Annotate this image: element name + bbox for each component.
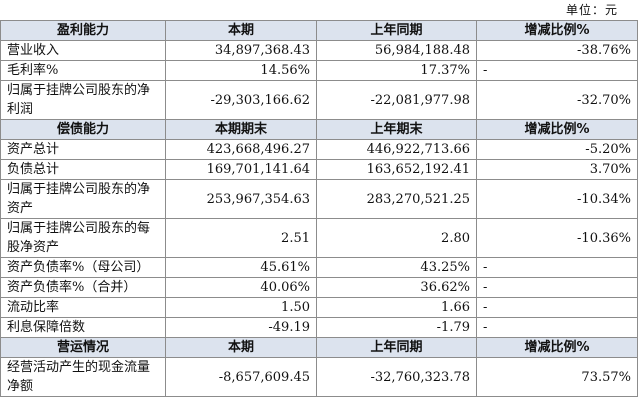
table-row: 资产总计 423,668,496.27 446,922,713.66 -5.20… xyxy=(0,139,638,160)
row-previous: 2.80 xyxy=(316,218,477,258)
table-row: 毛利率% 14.56% 17.37% - xyxy=(0,60,638,81)
row-previous: -32,760,323.78 xyxy=(316,357,477,397)
row-label: 营业收入 xyxy=(0,40,166,61)
row-previous: 17.37% xyxy=(316,60,477,81)
row-label: 资产负债率%（母公司） xyxy=(0,257,166,278)
table-row: 营业收入 34,897,368.43 56,984,188.48 -38.76% xyxy=(0,40,638,61)
row-current: 1.50 xyxy=(165,297,317,318)
header-change: 增减比例% xyxy=(476,119,638,140)
row-change: - xyxy=(476,297,638,318)
table-row: 资产负债率%（母公司） 45.61% 43.25% - xyxy=(0,257,638,278)
row-current: -49.19 xyxy=(165,317,317,338)
row-label: 毛利率% xyxy=(0,60,166,81)
table-row: 归属于挂牌公司股东的净利润 -29,303,166.62 -22,081,977… xyxy=(0,80,638,120)
row-current: 2.51 xyxy=(165,218,317,258)
row-current: 40.06% xyxy=(165,277,317,298)
row-change: 3.70% xyxy=(476,159,638,180)
section-header-solvency: 偿债能力 本期期末 上年期末 增减比例% xyxy=(0,119,638,140)
table-row: 归属于挂牌公司股东的每股净资产 2.51 2.80 -10.36% xyxy=(0,218,638,258)
row-label: 资产负债率%（合并） xyxy=(0,277,166,298)
row-change: -32.70% xyxy=(476,80,638,120)
row-change: - xyxy=(476,317,638,338)
row-label: 资产总计 xyxy=(0,139,166,160)
section-header-operations: 营运情况 本期 上年同期 增减比例% xyxy=(0,337,638,358)
row-current: 45.61% xyxy=(165,257,317,278)
header-previous: 上年同期 xyxy=(316,337,477,358)
unit-label: 单位：元 xyxy=(565,3,618,17)
row-label: 归属于挂牌公司股东的每股净资产 xyxy=(0,218,166,258)
header-category: 营运情况 xyxy=(0,337,166,358)
row-previous: 1.66 xyxy=(316,297,477,318)
row-previous: 56,984,188.48 xyxy=(316,40,477,61)
row-change: -10.34% xyxy=(476,179,638,219)
header-change: 增减比例% xyxy=(476,337,638,358)
header-previous: 上年期末 xyxy=(316,119,477,140)
table-row: 经营活动产生的现金流量净额 -8,657,609.45 -32,760,323.… xyxy=(0,357,638,397)
row-current: 169,701,141.64 xyxy=(165,159,317,180)
row-previous: -22,081,977.98 xyxy=(316,80,477,120)
table-row: 负债总计 169,701,141.64 163,652,192.41 3.70% xyxy=(0,159,638,180)
row-previous: 163,652,192.41 xyxy=(316,159,477,180)
row-change: -38.76% xyxy=(476,40,638,61)
section-header-profitability: 盈利能力 本期 上年同期 增减比例% xyxy=(0,20,638,41)
row-change: -10.36% xyxy=(476,218,638,258)
header-current: 本期 xyxy=(165,20,317,41)
row-label: 流动比率 xyxy=(0,297,166,318)
row-previous: -1.79 xyxy=(316,317,477,338)
row-current: -29,303,166.62 xyxy=(165,80,317,120)
row-label: 利息保障倍数 xyxy=(0,317,166,338)
row-change: - xyxy=(476,60,638,81)
table-row: 流动比率 1.50 1.66 - xyxy=(0,297,638,318)
row-label: 归属于挂牌公司股东的净利润 xyxy=(0,80,166,120)
table-row: 归属于挂牌公司股东的净资产 253,967,354.63 283,270,521… xyxy=(0,179,638,219)
header-change: 增减比例% xyxy=(476,20,638,41)
row-label: 经营活动产生的现金流量净额 xyxy=(0,357,166,397)
financial-table: 盈利能力 本期 上年同期 增减比例% 营业收入 34,897,368.43 56… xyxy=(0,20,638,397)
table-row: 资产负债率%（合并） 40.06% 36.62% - xyxy=(0,277,638,298)
header-current: 本期 xyxy=(165,337,317,358)
header-category: 盈利能力 xyxy=(0,20,166,41)
table-row: 利息保障倍数 -49.19 -1.79 - xyxy=(0,317,638,338)
row-previous: 446,922,713.66 xyxy=(316,139,477,160)
row-current: 34,897,368.43 xyxy=(165,40,317,61)
row-previous: 283,270,521.25 xyxy=(316,179,477,219)
row-change: - xyxy=(476,277,638,298)
header-category: 偿债能力 xyxy=(0,119,166,140)
row-previous: 43.25% xyxy=(316,257,477,278)
row-current: 423,668,496.27 xyxy=(165,139,317,160)
row-current: -8,657,609.45 xyxy=(165,357,317,397)
header-current: 本期期末 xyxy=(165,119,317,140)
row-label: 负债总计 xyxy=(0,159,166,180)
row-change: - xyxy=(476,257,638,278)
row-change: -5.20% xyxy=(476,139,638,160)
row-current: 14.56% xyxy=(165,60,317,81)
row-current: 253,967,354.63 xyxy=(165,179,317,219)
row-label: 归属于挂牌公司股东的净资产 xyxy=(0,179,166,219)
row-previous: 36.62% xyxy=(316,277,477,298)
header-previous: 上年同期 xyxy=(316,20,477,41)
row-change: 73.57% xyxy=(476,357,638,397)
